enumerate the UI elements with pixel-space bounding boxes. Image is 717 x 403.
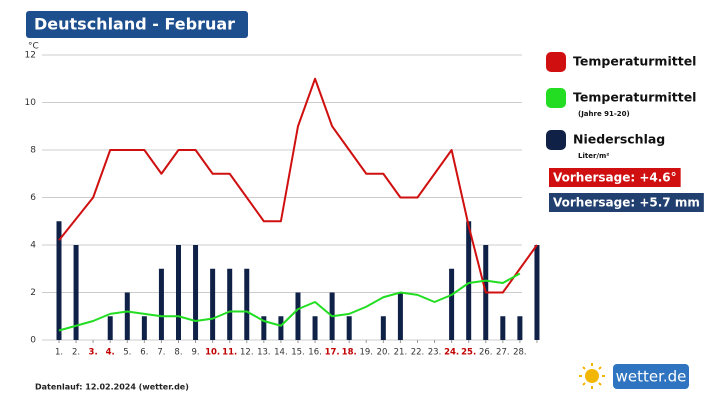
- bar: [210, 268, 216, 340]
- x-tick-label: 11.: [222, 348, 237, 358]
- chart-title: Deutschland - Februar: [34, 15, 235, 34]
- x-tick-label: 12.: [240, 348, 254, 358]
- x-tick-label: 19.: [359, 348, 373, 358]
- x-tick-label: 15.: [291, 348, 305, 358]
- x-tick-label: 23.: [428, 348, 442, 358]
- x-tick-label: 28.: [513, 348, 527, 358]
- bar: [175, 245, 181, 340]
- title-box: [26, 11, 248, 38]
- x-tick-label: 22.: [411, 348, 425, 358]
- x-tick-label: 16.: [308, 348, 322, 358]
- x-tick-label: 3.: [89, 348, 98, 358]
- x-tick-label: 24.: [444, 348, 459, 358]
- badge: [549, 193, 704, 212]
- sun-rays: [579, 363, 605, 389]
- x-tick-label: 20.: [377, 348, 391, 358]
- logo-text: wetter.de: [616, 368, 687, 386]
- x-tick-label: 7.: [157, 348, 165, 358]
- y-tick-label: 2: [30, 288, 36, 298]
- bar: [244, 268, 250, 340]
- y-unit: °C: [28, 42, 39, 52]
- bar: [56, 221, 62, 340]
- bar: [261, 316, 267, 340]
- line: [58, 77, 538, 294]
- badge-text: Vorhersage: +5.7 mm: [553, 196, 700, 210]
- x-tick-label: 13.: [257, 348, 271, 358]
- bar: [141, 316, 147, 340]
- legend-swatch: [546, 88, 566, 108]
- bar: [278, 316, 284, 340]
- bar: [449, 268, 455, 340]
- bar: [500, 316, 506, 340]
- legend-label: Temperaturmittel: [573, 54, 696, 69]
- x-tick-label: 14.: [274, 348, 288, 358]
- bar: [227, 268, 233, 340]
- bar: [312, 316, 318, 340]
- bar: [380, 316, 386, 340]
- y-tick-label: 10: [25, 98, 37, 108]
- legend-swatch: [546, 52, 566, 72]
- sun: [585, 369, 599, 383]
- logo-box: [613, 364, 689, 389]
- badge-text: Vorhersage: +4.6°: [553, 171, 677, 185]
- legend-label: Temperaturmittel: [573, 90, 696, 105]
- x-tick-label: 9.: [191, 348, 199, 358]
- bar: [397, 292, 403, 340]
- bar: [295, 292, 301, 340]
- x-tick-label: 18.: [342, 348, 357, 358]
- footer: Datenlauf: 12.02.2024 (wetter.de): [35, 383, 189, 392]
- x-tick-label: 2.: [72, 348, 80, 358]
- x-tick-label: 17.: [325, 348, 340, 358]
- x-tick-label: 25.: [461, 348, 476, 358]
- y-tick-label: 6: [30, 193, 36, 203]
- x-tick-label: 26.: [479, 348, 493, 358]
- legend-swatch: [546, 130, 566, 150]
- logo: wetter.de: [579, 363, 689, 389]
- bar: [466, 221, 472, 340]
- line: [58, 272, 521, 332]
- bar: [517, 316, 523, 340]
- x-tick-label: 21.: [394, 348, 408, 358]
- x-tick-label: 27.: [496, 348, 510, 358]
- y-tick-label: 4: [30, 241, 36, 251]
- x-tick-label: 1.: [55, 348, 63, 358]
- x-tick-label: 8.: [174, 348, 182, 358]
- x-tick-label: 6.: [140, 348, 148, 358]
- x-tick-label: 5.: [123, 348, 131, 358]
- y-tick-label: 12: [25, 51, 36, 61]
- y-tick-label: 8: [30, 146, 36, 156]
- legend-label: Niederschlag: [573, 132, 665, 147]
- bar: [346, 316, 352, 340]
- bar: [193, 245, 199, 340]
- legend-sub: Liter/m²: [578, 152, 609, 160]
- x-tick-label: 10.: [205, 348, 220, 358]
- bar: [107, 316, 113, 340]
- legend-sub: (Jahre 91-20): [578, 110, 630, 118]
- bar: [534, 245, 540, 340]
- bar: [73, 245, 79, 340]
- y-tick-label: 0: [30, 336, 36, 346]
- x-tick-label: 4.: [106, 348, 115, 358]
- bar: [124, 292, 130, 340]
- bar: [158, 268, 164, 340]
- badge: [549, 168, 681, 187]
